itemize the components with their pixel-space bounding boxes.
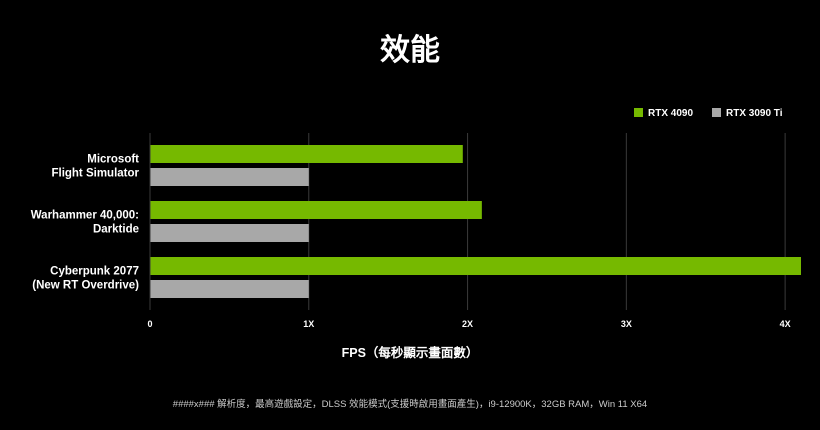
- category-label: Darktide: [93, 224, 139, 236]
- bar: [150, 201, 482, 219]
- bar: [150, 280, 309, 298]
- x-tick-label: 0: [147, 319, 152, 329]
- category-label: Warhammer 40,000:: [31, 210, 139, 222]
- legend-label: RTX 3090 Ti: [726, 108, 783, 119]
- category-label: Cyberpunk 2077: [50, 266, 139, 278]
- x-tick-label: 3X: [621, 319, 632, 329]
- bar: [150, 257, 801, 275]
- category-label: Microsoft: [87, 154, 139, 166]
- legend-swatch: [712, 108, 721, 117]
- legend-label: RTX 4090: [648, 108, 693, 119]
- bar: [150, 168, 309, 186]
- category-label: (New RT Overdrive): [32, 280, 139, 292]
- x-axis-title: FPS（每秒顯示畫面數）: [342, 345, 479, 360]
- bar: [150, 145, 463, 163]
- chart-title: 效能: [380, 34, 440, 67]
- footnote: ####x### 解析度，最高遊戲設定，DLSS 效能模式(支援時啟用畫面產生)…: [173, 398, 647, 410]
- bar: [150, 224, 309, 242]
- x-tick-label: 4X: [780, 319, 791, 329]
- x-tick-label: 2X: [462, 319, 473, 329]
- x-tick-label: 1X: [303, 319, 314, 329]
- category-label: Flight Simulator: [51, 168, 139, 180]
- legend-swatch: [634, 108, 643, 117]
